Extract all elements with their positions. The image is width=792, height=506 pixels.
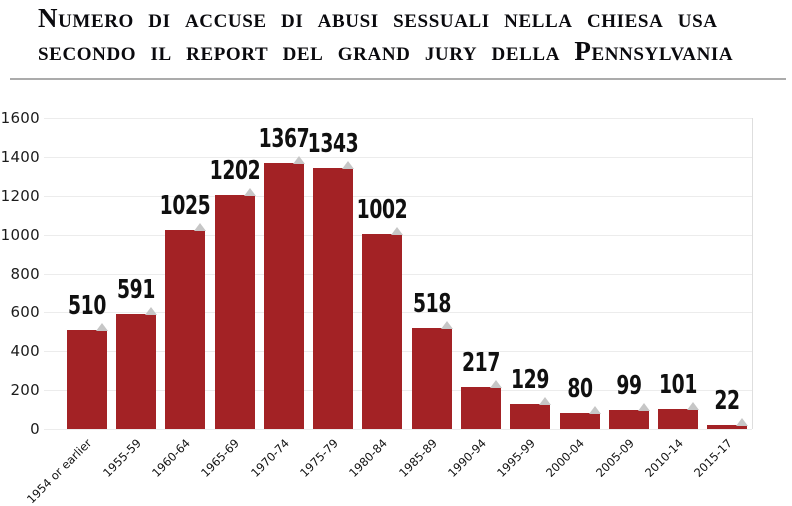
page-title-line-1: Numero di accuse di abusi sessuali nella… xyxy=(38,3,718,33)
x-axis-label: 1995-99 xyxy=(494,436,539,480)
bar xyxy=(115,314,156,429)
x-axis-label: 2005-09 xyxy=(592,436,637,480)
triangle-marker-icon xyxy=(243,188,256,197)
triangle-marker-icon xyxy=(194,222,207,231)
gridline xyxy=(44,156,752,158)
title-separator xyxy=(10,78,786,80)
triangle-marker-icon xyxy=(539,396,552,405)
bar xyxy=(214,195,255,429)
y-axis-label: 0 xyxy=(30,420,40,438)
bar xyxy=(263,163,304,429)
x-axis-label: 1955-59 xyxy=(99,436,144,480)
bar-value-label: 510 xyxy=(67,290,106,321)
y-axis-label: 200 xyxy=(10,381,40,400)
bar-value-label: 591 xyxy=(116,275,155,306)
gridline xyxy=(44,118,752,119)
bar xyxy=(510,403,551,429)
y-axis-label: 600 xyxy=(10,303,40,322)
bar xyxy=(362,234,403,429)
bar xyxy=(559,413,600,429)
triangle-marker-icon xyxy=(391,227,404,236)
x-axis-label: 1965-69 xyxy=(198,436,243,480)
x-axis-label: 1960-64 xyxy=(149,436,194,480)
chart-title: Numero di accuse di abusi sessuali nella… xyxy=(38,2,782,68)
y-axis-label: 800 xyxy=(10,264,40,283)
y-axis-label: 1400 xyxy=(0,147,40,166)
bar-value-label: 22 xyxy=(714,385,741,416)
triangle-marker-icon xyxy=(95,322,108,331)
bar-value-label: 1002 xyxy=(357,195,408,226)
y-axis-label: 1200 xyxy=(0,186,40,205)
bar xyxy=(66,329,107,429)
triangle-marker-icon xyxy=(144,307,157,316)
bar xyxy=(411,328,452,429)
y-axis-label: 1600 xyxy=(0,109,40,127)
bar-value-label: 129 xyxy=(511,364,550,395)
bar-value-label: 99 xyxy=(616,370,642,401)
bar xyxy=(165,229,206,429)
triangle-marker-icon xyxy=(342,160,355,169)
bar xyxy=(460,386,501,429)
x-axis-label: 1985-89 xyxy=(395,436,440,480)
triangle-marker-icon xyxy=(687,402,700,411)
y-axis-label: 1000 xyxy=(0,225,40,244)
bar-value-label: 1202 xyxy=(209,156,260,187)
x-axis-label: 2000-04 xyxy=(543,436,588,480)
triangle-marker-icon xyxy=(489,379,502,388)
triangle-marker-icon xyxy=(440,321,453,330)
page-title-line-2: secondo il report del grand jury della P… xyxy=(38,36,734,66)
x-axis-label: 1975-79 xyxy=(297,436,341,480)
x-axis-label: 2010-14 xyxy=(642,436,686,480)
bar-value-label: 1343 xyxy=(307,128,359,159)
bar-value-label: 518 xyxy=(412,289,451,320)
triangle-marker-icon xyxy=(292,156,305,165)
x-axis-label: 1980-84 xyxy=(346,436,391,480)
y-axis-label: 400 xyxy=(10,342,40,361)
gridline xyxy=(44,429,752,430)
triangle-marker-icon xyxy=(588,406,601,415)
bar-value-label: 1367 xyxy=(258,124,310,155)
bar xyxy=(313,167,354,429)
x-axis-label: 1954 or earlier xyxy=(24,436,95,506)
bar xyxy=(658,409,699,429)
bar-value-label: 217 xyxy=(461,347,500,378)
bar-value-label: 101 xyxy=(659,370,698,401)
bar xyxy=(707,424,748,429)
plot-right-edge xyxy=(752,118,753,429)
bar xyxy=(608,409,649,429)
triangle-marker-icon xyxy=(736,417,749,426)
x-axis-label: 1970-74 xyxy=(247,436,292,480)
bar-value-label: 1025 xyxy=(159,190,211,221)
gridline xyxy=(44,195,752,197)
bar-value-label: 80 xyxy=(566,374,593,405)
x-axis-label: 1990-94 xyxy=(444,436,489,480)
x-axis-label: 2015-17 xyxy=(691,436,736,480)
triangle-marker-icon xyxy=(637,402,650,411)
